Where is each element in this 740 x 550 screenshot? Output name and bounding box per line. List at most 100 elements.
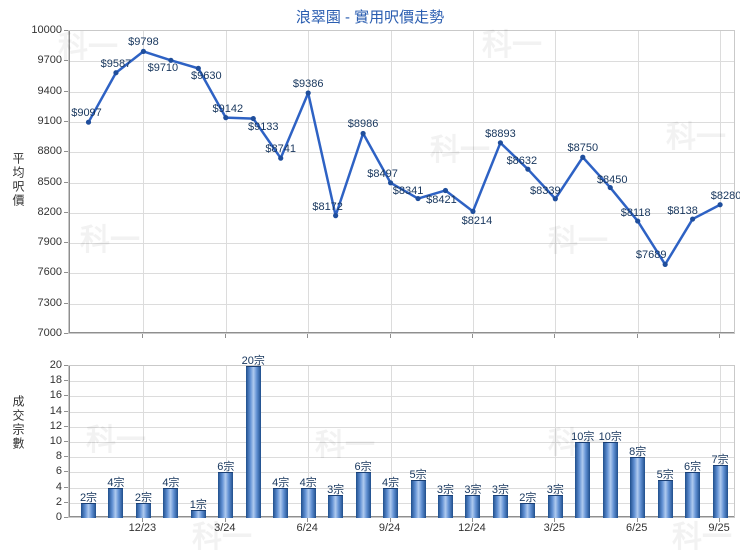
data-point-label: $9798	[128, 36, 159, 49]
y-tick-mark	[64, 456, 68, 458]
y-tick-mark	[64, 425, 68, 427]
h-gridline	[69, 152, 734, 154]
y-tick-label: 2	[55, 495, 62, 508]
data-point-marker	[140, 48, 147, 55]
bar-label: 4宗	[272, 476, 290, 489]
bar-label: 6宗	[354, 461, 372, 474]
data-point-marker	[635, 218, 641, 224]
bar-label: 2宗	[79, 491, 98, 504]
bar-label: 2宗	[134, 491, 152, 504]
volume-bar	[712, 464, 728, 518]
y-tick-label: 8500	[37, 175, 62, 188]
data-point-marker	[690, 216, 696, 222]
x-tick-mark	[389, 518, 391, 522]
h-gridline	[69, 212, 734, 214]
h-gridline	[69, 487, 734, 489]
bar-label: 7宗	[711, 453, 729, 466]
h-gridline	[69, 303, 734, 305]
y-tick-label: 7900	[37, 236, 62, 249]
bar-label: 3宗	[546, 484, 564, 497]
x-tick-label: 12/24	[458, 522, 486, 534]
x-tick-mark	[307, 334, 309, 338]
data-point-label: $9710	[147, 62, 179, 75]
y-tick-mark	[64, 272, 68, 274]
data-point-marker	[497, 140, 503, 146]
y-tick-mark	[64, 365, 68, 366]
bar-label: 3宗	[464, 484, 482, 497]
bar-label: 10宗	[571, 431, 595, 443]
v-gridline	[225, 31, 227, 333]
y-tick-label: 9100	[37, 114, 62, 127]
data-point-marker	[470, 208, 476, 214]
h-gridline	[69, 396, 734, 398]
x-tick-mark	[389, 334, 391, 338]
data-point-marker	[662, 261, 668, 268]
volume-bar	[355, 472, 371, 518]
h-gridline	[69, 182, 734, 184]
x-tick-mark	[554, 334, 556, 338]
h-gridline	[69, 273, 734, 275]
v-gridline	[720, 366, 722, 517]
h-gridline	[69, 411, 734, 413]
h-gridline	[69, 121, 734, 123]
data-point-marker	[607, 184, 613, 191]
data-point-marker	[360, 130, 366, 137]
y-axis-line	[69, 366, 70, 517]
h-gridline	[69, 91, 734, 93]
volume-bar	[163, 487, 179, 518]
v-gridline	[472, 31, 474, 333]
y-tick-label: 7000	[37, 327, 62, 339]
y-tick-label: 14	[49, 404, 62, 417]
y-tick-label: 10000	[31, 24, 62, 36]
data-point-marker	[250, 115, 256, 122]
h-gridline	[69, 442, 734, 443]
y-axis-line	[69, 31, 70, 333]
data-point-marker	[415, 195, 421, 202]
data-point-label: $8339	[530, 184, 561, 197]
volume-bar	[410, 480, 426, 518]
y-tick-mark	[64, 60, 68, 62]
y-tick-label: 20	[49, 359, 62, 371]
v-gridline	[390, 366, 392, 517]
bar-label: 6宗	[684, 461, 702, 474]
bar-label: 4宗	[162, 476, 180, 489]
bar-label: 2宗	[519, 491, 537, 504]
x-tick-label: 3/25	[543, 522, 566, 534]
data-point-label: $9630	[191, 70, 222, 83]
v-gridline	[555, 366, 557, 517]
y-tick-label: 9700	[37, 54, 62, 67]
y-tick-label: 0	[55, 511, 62, 523]
data-point-label: $8138	[667, 205, 698, 218]
bar-label: 6宗	[217, 461, 235, 474]
data-point-label: $8280	[710, 189, 740, 202]
bar-label: 1宗	[189, 499, 207, 512]
data-point-label: $8893	[485, 127, 516, 140]
x-tick-mark	[224, 334, 226, 338]
data-point-label: $7689	[635, 249, 667, 262]
x-tick-mark	[719, 518, 721, 522]
v-gridline	[225, 366, 227, 517]
bar-label: 20宗	[241, 355, 265, 367]
y-tick-mark	[64, 441, 68, 442]
x-tick-label: 9/25	[708, 522, 730, 534]
v-gridline	[555, 31, 557, 333]
x-tick-mark	[224, 518, 226, 522]
data-point-label: $8741	[265, 143, 297, 156]
y-tick-mark	[64, 120, 68, 122]
data-point-label: $8750	[567, 142, 599, 155]
y-tick-mark	[64, 395, 68, 397]
h-gridline	[69, 472, 734, 474]
volume-bar	[602, 442, 618, 518]
data-point-marker	[278, 155, 284, 161]
data-point-marker	[223, 115, 229, 121]
data-point-marker	[113, 70, 119, 76]
bar-label: 3宗	[327, 484, 345, 497]
y-tick-mark	[64, 501, 68, 503]
bar-label: 3宗	[491, 484, 509, 497]
x-tick-mark	[307, 518, 309, 522]
y-tick-label: 7300	[37, 296, 62, 309]
v-gridline	[308, 31, 310, 333]
v-gridline	[720, 31, 722, 333]
x-tick-mark	[554, 518, 556, 522]
y-tick-mark	[64, 380, 68, 382]
